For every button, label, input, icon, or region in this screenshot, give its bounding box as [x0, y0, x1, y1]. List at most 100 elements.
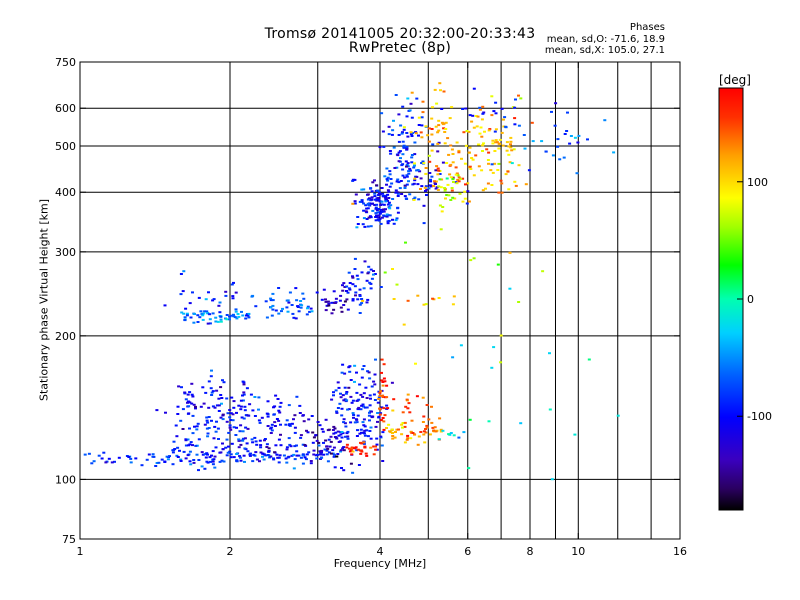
scatter-point — [483, 130, 486, 133]
scatter-point — [330, 312, 334, 315]
scatter-point — [397, 160, 401, 163]
scatter-point — [343, 300, 347, 303]
scatter-point — [235, 460, 239, 462]
scatter-point — [370, 415, 374, 418]
scatter-point — [366, 272, 370, 275]
scatter-point — [499, 179, 503, 182]
scatter-point — [399, 180, 403, 182]
scatter-point — [360, 200, 364, 203]
scatter-point — [432, 185, 436, 187]
scatter-point — [243, 405, 247, 408]
scatter-point — [368, 377, 372, 380]
scatter-point — [165, 455, 169, 458]
scatter-point — [234, 291, 238, 294]
scatter-point — [471, 158, 475, 161]
scatter-point — [403, 421, 407, 424]
scatter-point — [309, 462, 313, 465]
scatter-point — [397, 428, 400, 431]
scatter-point — [359, 393, 363, 396]
scatter-point — [406, 393, 410, 396]
scatter-point — [345, 391, 349, 393]
scatter-point — [258, 421, 262, 424]
scatter-point — [362, 392, 366, 395]
scatter-point — [197, 296, 201, 299]
scatter-point — [229, 453, 233, 456]
colorbar-tick-label: 100 — [747, 176, 768, 189]
scatter-point — [485, 148, 489, 151]
scatter-point — [381, 192, 385, 195]
scatter-point — [364, 452, 368, 455]
scatter-point — [355, 421, 359, 424]
scatter-point — [267, 450, 271, 453]
scatter-point — [333, 466, 337, 469]
scatter-point — [261, 452, 265, 455]
scatter-point — [175, 454, 179, 457]
scatter-point — [368, 394, 372, 397]
scatter-point — [328, 445, 332, 448]
scatter-point — [383, 215, 387, 218]
scatter-point — [253, 396, 257, 398]
scatter-point — [366, 298, 370, 301]
scatter-point — [380, 371, 383, 374]
scatter-point — [403, 187, 407, 189]
scatter-point — [327, 304, 331, 307]
scatter-point — [275, 418, 279, 420]
scatter-point — [388, 170, 392, 173]
scatter-point — [206, 435, 210, 438]
scatter-point — [243, 447, 247, 450]
scatter-point — [481, 144, 485, 147]
scatter-point — [436, 142, 440, 145]
scatter-point — [298, 412, 302, 414]
scatter-point — [387, 190, 391, 193]
scatter-point — [318, 424, 322, 427]
scatter-point — [416, 183, 420, 186]
y-tick-label: 750 — [55, 56, 76, 69]
scatter-point — [191, 395, 195, 398]
scatter-point — [366, 202, 370, 205]
scatter-point — [402, 323, 406, 326]
scatter-point — [504, 126, 508, 129]
scatter-point — [327, 302, 331, 305]
scatter-point — [517, 124, 521, 127]
scatter-point — [397, 181, 401, 184]
scatter-point — [420, 162, 424, 164]
scatter-point — [343, 286, 347, 288]
scatter-point — [194, 407, 197, 410]
scatter-point — [363, 429, 367, 432]
scatter-point — [270, 429, 274, 432]
scatter-point — [182, 270, 186, 273]
scatter-point — [497, 142, 501, 145]
scatter-point — [214, 430, 218, 433]
scatter-point — [422, 430, 426, 433]
scatter-point — [319, 452, 323, 455]
scatter-point — [360, 376, 364, 379]
scatter-point — [472, 174, 476, 177]
scatter-point — [363, 406, 367, 409]
scatter-point — [419, 177, 423, 180]
scatter-point — [269, 432, 273, 434]
scatter-point — [181, 290, 185, 293]
scatter-point — [386, 179, 390, 182]
scatter-point — [466, 190, 470, 193]
scatter-point — [401, 153, 405, 156]
scatter-point — [317, 441, 321, 444]
scatter-point — [332, 290, 336, 293]
scatter-point — [396, 178, 400, 181]
scatter-point — [209, 460, 212, 463]
scatter-point — [214, 316, 218, 319]
scatter-point — [234, 434, 238, 436]
scatter-point — [392, 298, 396, 300]
scatter-point — [366, 193, 370, 196]
scatter-point — [481, 150, 484, 152]
scatter-point — [413, 141, 417, 144]
scatter-point — [234, 310, 238, 313]
scatter-point — [468, 418, 472, 421]
scatter-point — [189, 441, 193, 444]
scatter-point — [392, 398, 396, 401]
scatter-point — [370, 190, 374, 193]
scatter-point — [444, 197, 447, 200]
scatter-point — [329, 440, 333, 443]
scatter-point — [187, 444, 190, 447]
scatter-point — [247, 312, 251, 315]
scatter-point — [437, 124, 441, 127]
